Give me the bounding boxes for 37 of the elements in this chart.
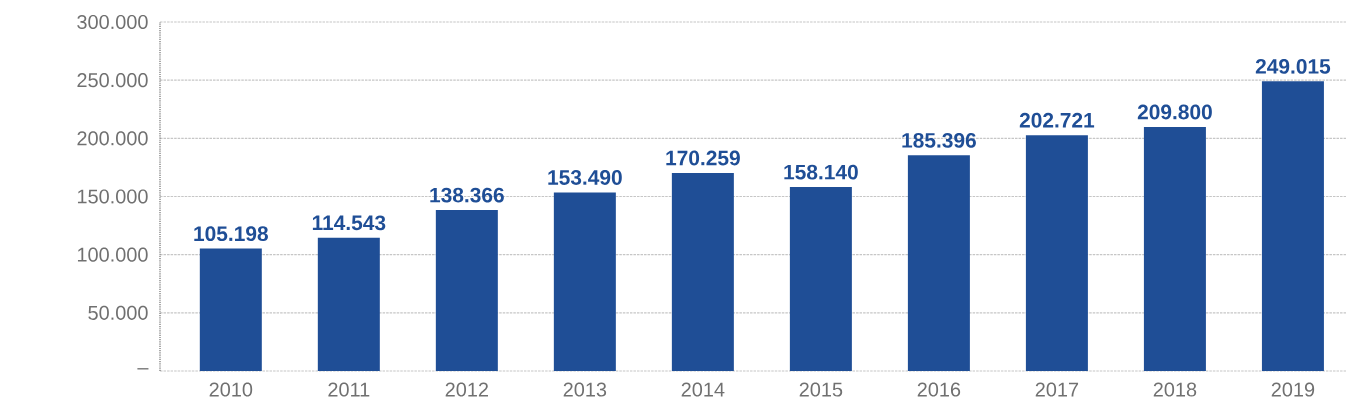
bar [789,187,852,371]
x-tick-label: 2013 [563,382,607,397]
data-label: 185.396 [902,132,976,148]
bar [199,248,262,371]
bar [671,172,734,371]
x-tick-label: 2012 [445,382,488,397]
bar [1261,81,1324,371]
y-tick-label: 300.000 [77,14,148,30]
data-label: 138.366 [430,187,504,203]
x-tick-label: 2016 [917,382,961,397]
data-label: 170.259 [666,150,740,166]
y-tick-label: 200.000 [77,131,148,146]
bar [553,192,616,371]
x-tick-label: 2011 [328,382,370,397]
x-tick-label: 2010 [209,382,253,397]
bar [907,155,970,371]
x-tick-label: 2019 [1271,382,1315,397]
bar [317,237,380,371]
data-label: 158.140 [784,164,858,180]
y-tick-label: – [137,368,149,370]
bar [1143,126,1206,371]
x-tick-label: 2018 [1153,382,1197,397]
data-label: 153.490 [548,170,622,185]
data-label: 202.721 [1019,112,1095,128]
data-label: 209.800 [1137,104,1212,120]
bar [1025,135,1088,371]
x-tick-label: 2017 [1035,382,1079,397]
x-tick-label: 2014 [681,382,725,397]
bar [435,210,498,371]
data-label: 114.543 [312,215,386,231]
data-label: 249.015 [1255,58,1331,74]
y-tick-label: 100.000 [77,247,148,262]
y-tick-label: 50.000 [88,305,148,320]
y-tick-label: 250.000 [77,73,148,88]
data-label: 105.198 [194,226,268,242]
x-tick-label: 2015 [799,382,843,397]
y-tick-label: 150.000 [77,189,148,204]
